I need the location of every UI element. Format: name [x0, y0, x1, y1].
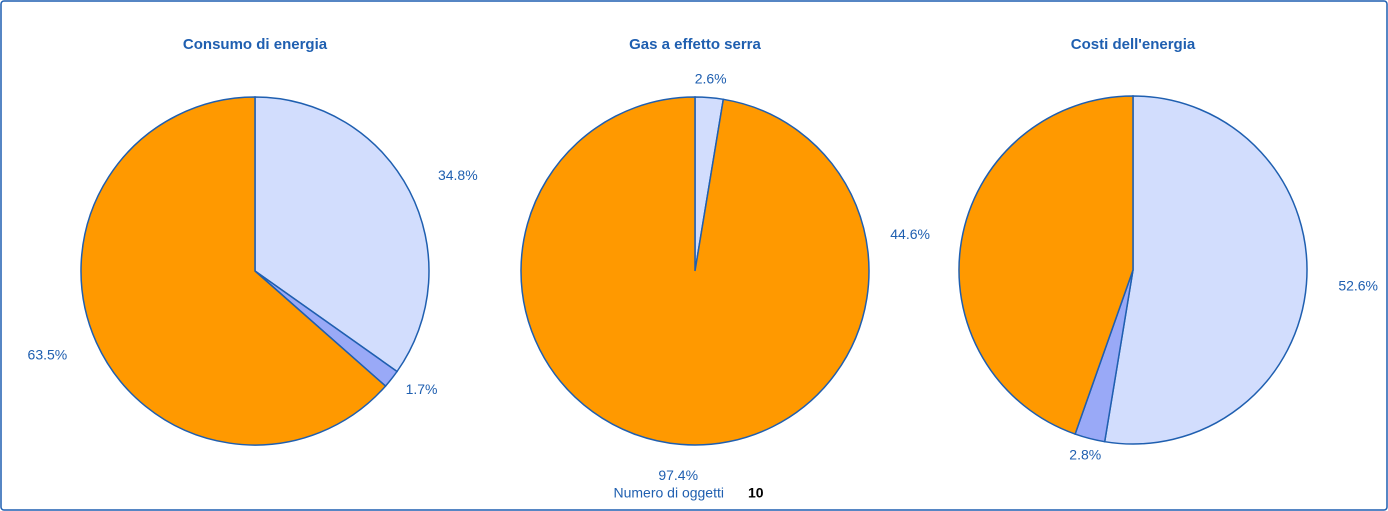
footer-label: Numero di oggetti — [613, 485, 724, 501]
slice-label: 1.7% — [406, 381, 438, 397]
pie-slice — [80, 96, 387, 446]
footer-value: 10 — [748, 485, 764, 501]
chart-title: Costi dell'energia — [1071, 36, 1196, 53]
pie-slice — [520, 96, 870, 446]
pie-slice — [1103, 95, 1308, 445]
slice-label: 52.6% — [1338, 278, 1378, 294]
slice-label: 2.8% — [1069, 447, 1101, 463]
chart-title: Consumo di energia — [183, 36, 328, 53]
pie-slice — [958, 95, 1134, 436]
slice-label: 63.5% — [28, 346, 68, 362]
slice-label: 97.4% — [658, 467, 698, 483]
slice-label: 2.6% — [695, 70, 727, 86]
chart-title: Gas a effetto serra — [629, 36, 761, 53]
slice-label: 34.8% — [438, 167, 478, 183]
pie-slice — [254, 96, 430, 373]
slice-label: 44.6% — [890, 226, 930, 242]
